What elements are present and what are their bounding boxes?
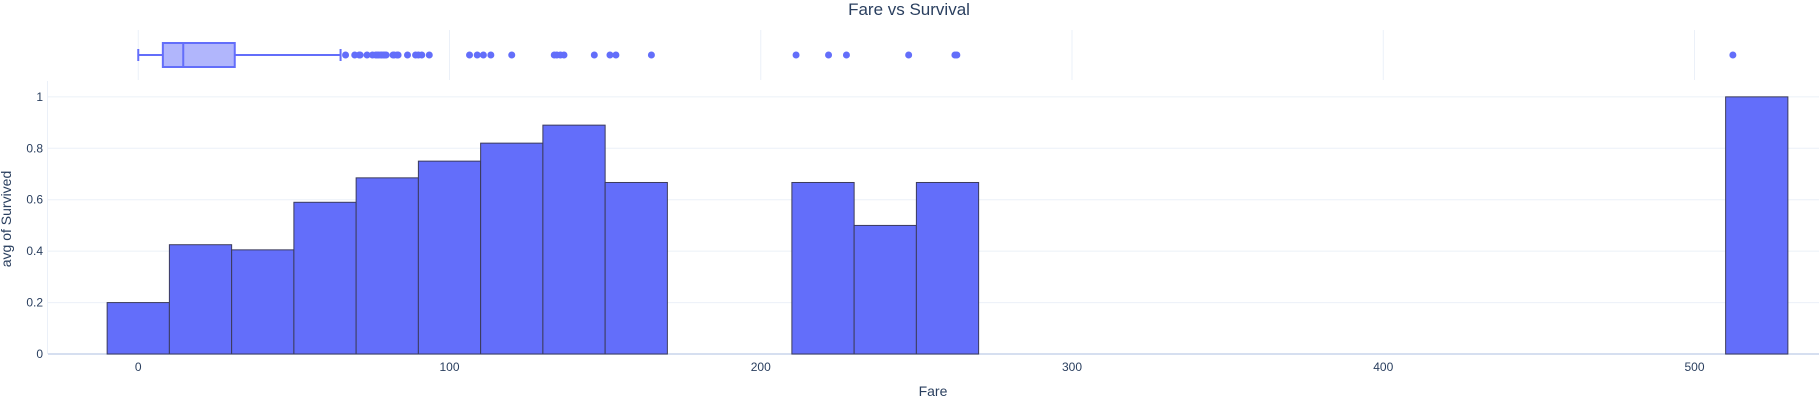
histogram-bar: [107, 303, 169, 354]
y-tick-label: 0.6: [26, 193, 43, 207]
y-tick-label: 1: [36, 90, 43, 104]
box-outlier-point: [508, 52, 515, 59]
histogram-bar: [169, 245, 231, 354]
box-outlier-point: [905, 52, 912, 59]
histogram-bar: [294, 202, 356, 354]
y-axis-title: avg of Survived: [0, 171, 14, 268]
x-axis-title: Fare: [919, 383, 948, 399]
x-tick-label: 300: [1062, 360, 1082, 374]
histogram-bar: [605, 182, 667, 354]
box-outlier-point: [487, 52, 494, 59]
box-outlier-point: [793, 52, 800, 59]
x-tick-label: 200: [751, 360, 771, 374]
histogram-bar: [418, 161, 480, 354]
box-outlier-point: [1729, 52, 1736, 59]
box-iqr: [163, 43, 235, 67]
box-outlier-point: [480, 52, 487, 59]
box-outlier-point: [612, 52, 619, 59]
y-tick-label: 0: [36, 347, 43, 361]
x-tick-label: 100: [439, 360, 459, 374]
y-tick-label: 0.8: [26, 141, 43, 155]
histogram-bar: [1726, 97, 1788, 354]
marginal-box-plot: [138, 43, 1736, 67]
histogram-bar: [916, 182, 978, 354]
y-tick-label: 0.2: [26, 296, 43, 310]
box-outlier-point: [357, 52, 364, 59]
y-tick-label: 0.4: [26, 244, 43, 258]
box-outlier-point: [426, 52, 433, 59]
box-outlier-point: [395, 52, 402, 59]
histogram-bar: [356, 178, 418, 354]
box-outlier-point: [591, 52, 598, 59]
box-outlier-point: [383, 52, 390, 59]
box-outlier-point: [404, 52, 411, 59]
histogram-bar: [854, 225, 916, 354]
box-outlier-point: [648, 52, 655, 59]
box-outlier-point: [342, 52, 349, 59]
x-tick-label: 0: [135, 360, 142, 374]
chart-title: Fare vs Survival: [848, 0, 970, 19]
histogram-bar: [481, 143, 543, 354]
x-axis-ticks: 0 100 200 300 400 500: [135, 360, 1705, 374]
histogram-bar: [543, 125, 605, 354]
histogram-bar: [792, 182, 854, 354]
box-outlier-point: [466, 52, 473, 59]
box-outlier-point: [843, 52, 850, 59]
histogram-bar: [232, 250, 294, 354]
x-tick-label: 400: [1373, 360, 1393, 374]
box-outlier-point: [825, 52, 832, 59]
box-outlier-point: [953, 52, 960, 59]
box-outlier-point: [418, 52, 425, 59]
box-outlier-point: [560, 52, 567, 59]
y-axis-ticks: 0 0.2 0.4 0.6 0.8 1: [26, 90, 43, 361]
box-outlier-point: [474, 52, 481, 59]
x-tick-label: 500: [1684, 360, 1704, 374]
histogram-bars: [107, 97, 1788, 354]
